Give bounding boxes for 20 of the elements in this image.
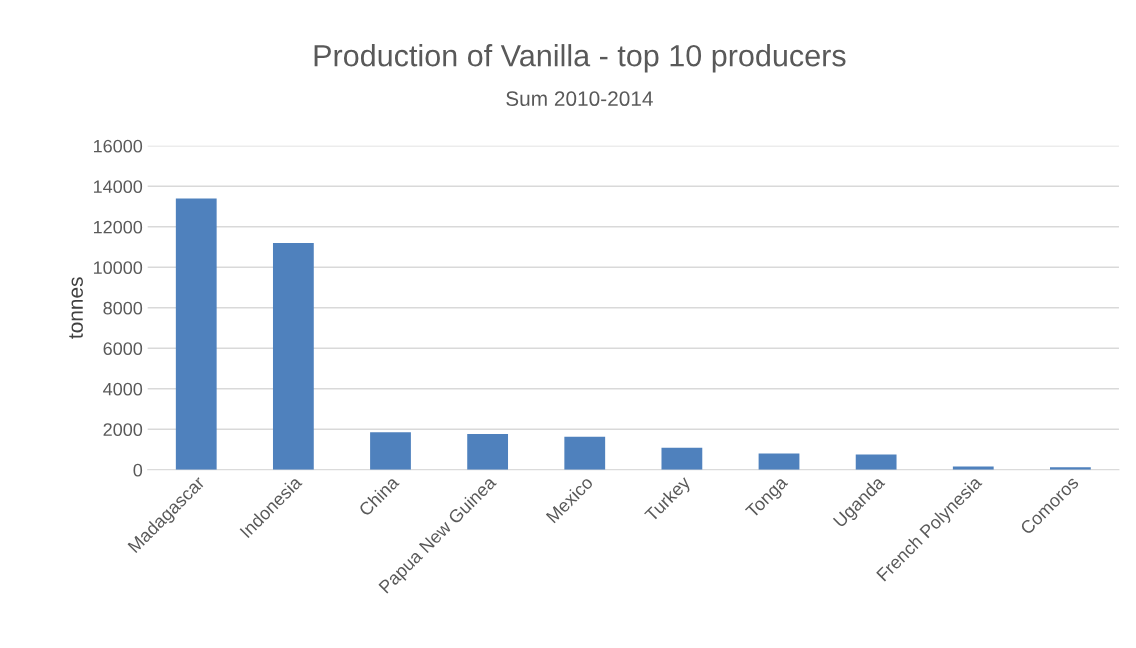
bar [467, 433, 509, 470]
y-tick-label: 16000 [93, 139, 143, 153]
y-tick-label: 6000 [103, 342, 143, 356]
chart-subtitle: Sum 2010-2014 [506, 91, 653, 107]
y-axis-title: tonnes [69, 277, 83, 339]
y-tick-label: 4000 [103, 382, 143, 396]
y-tick-label: 10000 [93, 261, 143, 275]
bar [175, 198, 217, 470]
y-tick-label: 2000 [103, 423, 143, 437]
bar [272, 243, 314, 470]
bar [855, 454, 897, 470]
y-tick-label: 14000 [93, 180, 143, 194]
chart-title: Production of Vanilla - top 10 producers [314, 44, 846, 73]
bar [661, 447, 703, 470]
bar [564, 436, 606, 470]
bar [370, 432, 411, 470]
bar [758, 453, 800, 470]
y-tick-label: 0 [133, 463, 143, 477]
y-tick-label: 12000 [93, 220, 143, 234]
y-tick-label: 8000 [103, 301, 143, 315]
